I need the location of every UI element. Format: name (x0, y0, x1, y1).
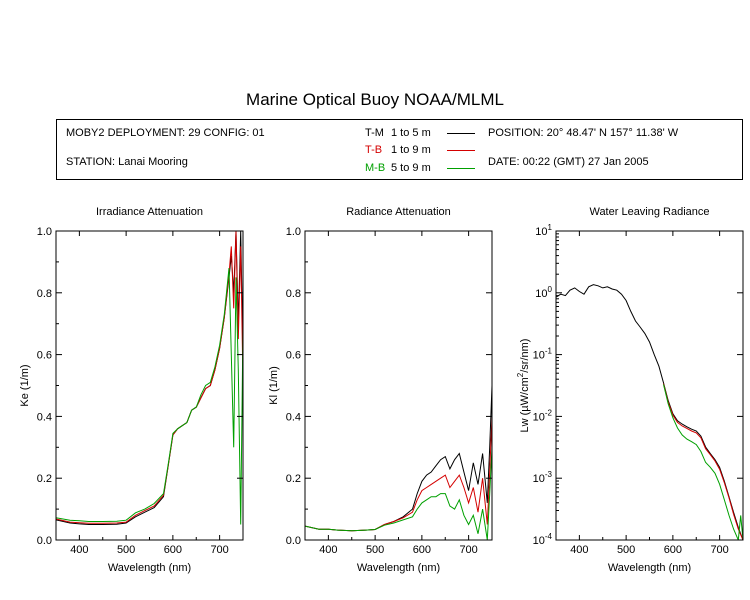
x-tick-label: 400 (570, 544, 588, 556)
y-tick-label: 10-1 (533, 347, 553, 362)
series-line-m-b (305, 447, 492, 540)
series-line-t-b (663, 383, 743, 540)
x-tick-label: 500 (617, 544, 635, 556)
chart-1: Irradiance Attenuation 400 500 600 700 0.0 0.2… (19, 206, 244, 574)
y-tick-label: 0.0 (37, 535, 52, 547)
series-line-t-b (56, 231, 243, 524)
y-axis-label: Lw (µW/cm2/sr/nm) (516, 339, 531, 433)
chart-title: Radiance Attenuation (346, 206, 451, 218)
series-line-t-m (56, 231, 243, 525)
y-tick-label: 10-3 (533, 470, 553, 485)
page-title: Marine Optical Buoy NOAA/MLML (246, 90, 504, 109)
legend-range-tb: 1 to 9 m (391, 144, 431, 156)
x-axis-label: Wavelength (nm) (608, 562, 691, 574)
x-tick-label: 500 (366, 544, 384, 556)
x-tick-label: 700 (459, 544, 477, 556)
legend-swatch-tm (447, 133, 475, 134)
x-axis-label: Wavelength (nm) (357, 562, 440, 574)
series-line-m-b (56, 268, 243, 525)
y-tick-label: 0.2 (37, 473, 52, 485)
station-label: STATION: Lanai Mooring (66, 156, 188, 168)
chart-2: Radiance Attenuation 400 500 600 700 0.0 0.2 0.… (268, 206, 493, 574)
legend-code-mb: M-B (365, 162, 386, 174)
chart-3: Water Leaving Radiance 400 500 600 700 10-4 10… (516, 206, 744, 574)
x-tick-label: 600 (413, 544, 431, 556)
y-tick-label: 100 (535, 285, 552, 300)
legend-code-tb: T-B (365, 144, 383, 156)
y-tick-label: 0.6 (37, 350, 52, 362)
y-tick-label: 1.0 (286, 226, 301, 238)
series-group (556, 284, 743, 540)
x-tick-label: 400 (70, 544, 88, 556)
x-tick-label: 500 (117, 544, 135, 556)
plot-frame (55, 230, 244, 541)
legend-range-mb: 5 to 9 m (391, 162, 431, 174)
date-label: DATE: 00:22 (GMT) 27 Jan 2005 (488, 156, 649, 168)
y-axis-label: Ke (1/m) (19, 364, 31, 406)
series-line-m-b (663, 384, 743, 540)
x-tick-label: 600 (664, 544, 682, 556)
y-tick-label: 1.0 (37, 226, 52, 238)
x-tick-label: 700 (710, 544, 728, 556)
y-tick-label: 0.8 (37, 288, 52, 300)
legend-swatch-mb (447, 168, 475, 169)
legend-code-tm: T-M (365, 127, 384, 139)
legend-range-tm: 1 to 5 m (391, 127, 431, 139)
y-tick-label: 0.6 (286, 350, 301, 362)
y-tick-label: 0.8 (286, 288, 301, 300)
x-tick-label: 600 (164, 544, 182, 556)
info-box: MOBY2 DEPLOYMENT: 29 CONFIG: 01 STATION:… (56, 119, 743, 180)
y-tick-label: 10-4 (533, 532, 553, 547)
chart-title: Irradiance Attenuation (96, 206, 203, 218)
series-line-t-m (305, 385, 492, 532)
x-axis-label: Wavelength (nm) (108, 562, 191, 574)
y-tick-label: 0.0 (286, 535, 301, 547)
y-axis-label: Kl (1/m) (268, 366, 280, 405)
plot-frame (304, 230, 493, 541)
x-tick-label: 400 (319, 544, 337, 556)
plot-frame (555, 230, 744, 541)
legend-swatch-tb (447, 150, 475, 151)
chart-title: Water Leaving Radiance (589, 206, 709, 218)
y-tick-label: 10-2 (533, 408, 553, 423)
series-group (305, 385, 492, 540)
x-tick-label: 700 (210, 544, 228, 556)
y-tick-label: 0.4 (286, 411, 301, 423)
deployment-label: MOBY2 DEPLOYMENT: 29 CONFIG: 01 (66, 127, 265, 139)
y-tick-label: 101 (535, 223, 552, 238)
series-group (56, 231, 243, 525)
position-label: POSITION: 20° 48.47' N 157° 11.38' W (488, 127, 679, 139)
series-line-t-m (556, 284, 743, 540)
y-tick-label: 0.4 (37, 411, 52, 423)
y-tick-label: 0.2 (286, 473, 301, 485)
